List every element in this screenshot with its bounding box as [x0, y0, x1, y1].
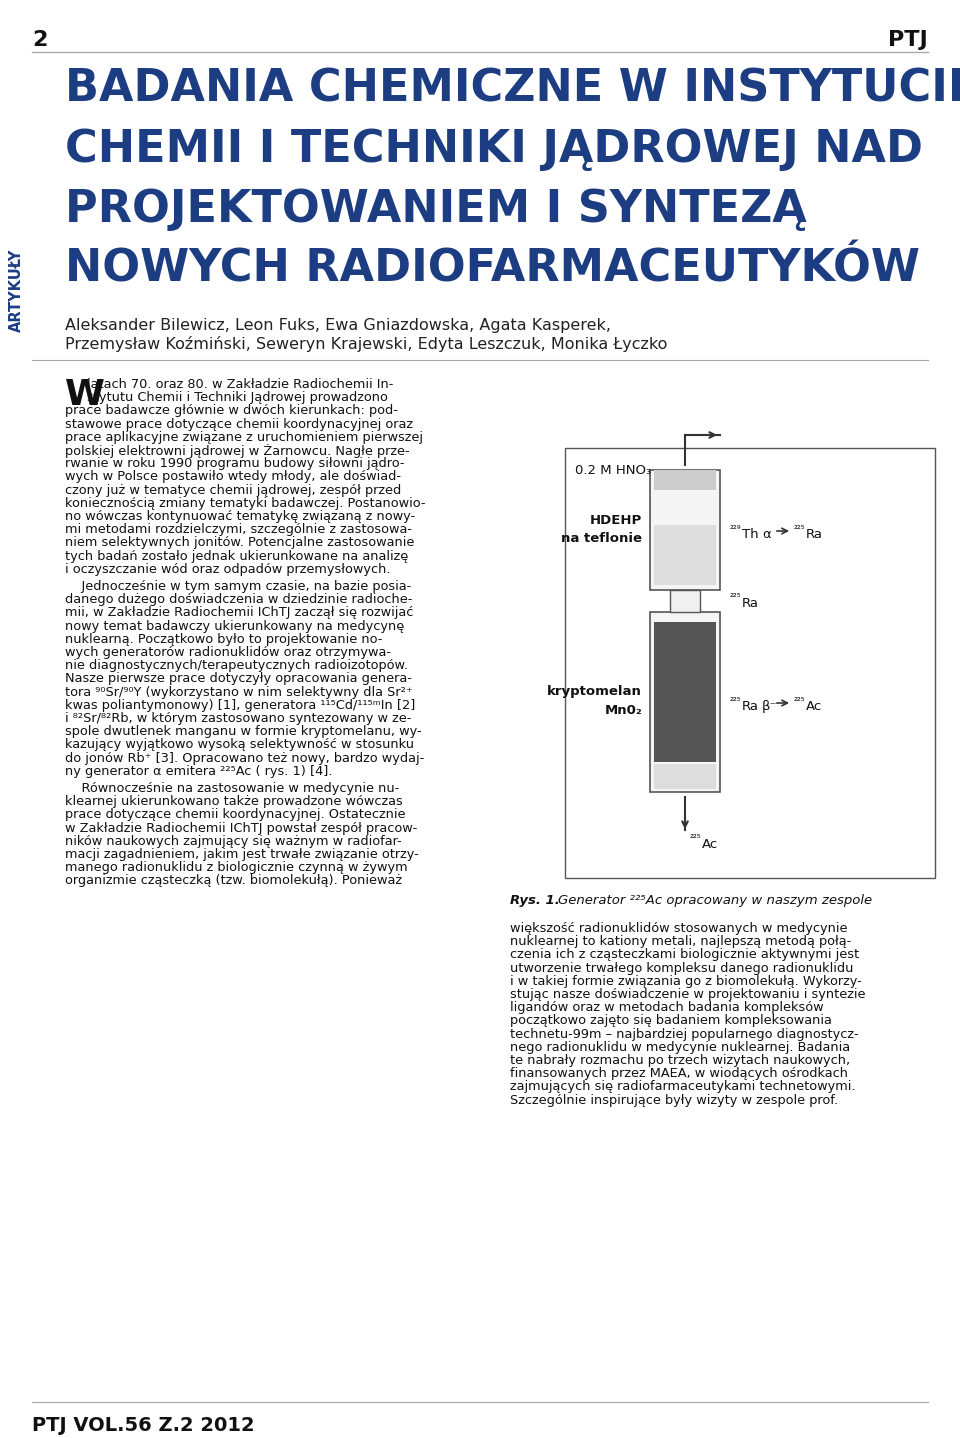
Text: ²²⁵: ²²⁵ — [690, 834, 702, 844]
Bar — [565, 449, 935, 879]
Text: nowy temat badawczy ukierunkowany na medycynę: nowy temat badawczy ukierunkowany na med… — [65, 620, 404, 633]
Text: no wówczas kontynuować tematykę związaną z nowy-: no wówczas kontynuować tematykę związaną… — [65, 510, 415, 523]
Text: stytutu Chemii i Techniki Jądrowej prowadzono: stytutu Chemii i Techniki Jądrowej prowa… — [87, 391, 388, 404]
Text: Nasze pierwsze prace dotyczyły opracowania genera-: Nasze pierwsze prace dotyczyły opracowan… — [65, 673, 412, 686]
Text: i w takiej formie związania go z biomolekułą. Wykorzy-: i w takiej formie związania go z biomole… — [510, 975, 862, 988]
Text: manego radionuklidu z biologicznie czynną w żywym: manego radionuklidu z biologicznie czynn… — [65, 861, 408, 874]
Text: PTJ: PTJ — [888, 30, 928, 50]
Text: technetu-99m – najbardziej popularnego diagnostycz-: technetu-99m – najbardziej popularnego d… — [510, 1028, 858, 1041]
Text: 2: 2 — [32, 30, 47, 50]
Text: spole dwutlenek manganu w formie kryptomelanu, wy-: spole dwutlenek manganu w formie kryptom… — [65, 725, 421, 738]
Text: ²²⁵: ²²⁵ — [794, 697, 805, 707]
Bar — [654, 525, 716, 585]
Bar — [650, 470, 720, 590]
Text: kwas poliantymonowy) [1], generatora ¹¹⁵Cd/¹¹⁵ᵐIn [2]: kwas poliantymonowy) [1], generatora ¹¹⁵… — [65, 699, 416, 712]
Text: latach 70. oraz 80. w Zakładzie Radiochemii In-: latach 70. oraz 80. w Zakładzie Radioche… — [87, 378, 394, 391]
Text: wych w Polsce postawiło wtedy młody, ale doświad-: wych w Polsce postawiło wtedy młody, ale… — [65, 470, 401, 483]
Text: W: W — [65, 378, 105, 413]
Text: koniecznością zmiany tematyki badawczej. Postanowio-: koniecznością zmiany tematyki badawczej.… — [65, 496, 425, 510]
Text: ny generator α emitera ²²⁵Ac ( rys. 1) [4].: ny generator α emitera ²²⁵Ac ( rys. 1) [… — [65, 765, 332, 778]
Bar — [654, 623, 716, 762]
Text: organizmie cząsteczką (tzw. biomolekułą). Ponieważ: organizmie cząsteczką (tzw. biomolekułą)… — [65, 874, 402, 887]
Text: Przemysław Koźmiński, Seweryn Krajewski, Edyta Leszczuk, Monika Łyczko: Przemysław Koźmiński, Seweryn Krajewski,… — [65, 336, 667, 352]
Text: rwanie w roku 1990 programu budowy siłowni jądro-: rwanie w roku 1990 programu budowy siłow… — [65, 457, 404, 470]
Text: tych badań zostało jednak ukierunkowane na analizę: tych badań zostało jednak ukierunkowane … — [65, 549, 408, 562]
Text: prace badawcze głównie w dwóch kierunkach: pod-: prace badawcze głównie w dwóch kierunkac… — [65, 404, 397, 417]
Text: CHEMII I TECHNIKI JĄDROWEJ NAD: CHEMII I TECHNIKI JĄDROWEJ NAD — [65, 128, 923, 171]
Text: większość radionuklidów stosowanych w medycynie: większość radionuklidów stosowanych w me… — [510, 922, 848, 935]
Text: ARTYKUŁY: ARTYKUŁY — [9, 249, 23, 332]
Text: Ac: Ac — [806, 700, 823, 713]
Text: Aleksander Bilewicz, Leon Fuks, Ewa Gniazdowska, Agata Kasperek,: Aleksander Bilewicz, Leon Fuks, Ewa Gnia… — [65, 318, 611, 334]
Text: danego dużego doświadczenia w dziedzinie radioche-: danego dużego doświadczenia w dziedzinie… — [65, 592, 413, 607]
Text: finansowanych przez MAEA, w wiodących ośrodkach: finansowanych przez MAEA, w wiodących oś… — [510, 1067, 848, 1080]
Text: PROJEKTOWANIEM I SYNTEZĄ: PROJEKTOWANIEM I SYNTEZĄ — [65, 188, 806, 232]
Text: w Zakładzie Radiochemii IChTJ powstał zespół pracow-: w Zakładzie Radiochemii IChTJ powstał ze… — [65, 821, 418, 834]
Text: α: α — [762, 528, 771, 541]
Text: Mn0₂: Mn0₂ — [604, 703, 642, 716]
Text: czony już w tematyce chemii jądrowej, zespół przed: czony już w tematyce chemii jądrowej, ze… — [65, 483, 401, 496]
Bar — [670, 590, 700, 613]
Text: polskiej elektrowni jądrowej w Żarnowcu. Nagłe prze-: polskiej elektrowni jądrowej w Żarnowcu.… — [65, 444, 410, 457]
Text: kazujący wyjątkowo wysoką selektywność w stosunku: kazujący wyjątkowo wysoką selektywność w… — [65, 738, 414, 752]
Text: β⁻: β⁻ — [762, 700, 778, 713]
Text: Ac: Ac — [702, 838, 718, 851]
Text: nie diagnostycznych/terapeutycznych radioizotopów.: nie diagnostycznych/terapeutycznych radi… — [65, 659, 408, 672]
Text: mii, w Zakładzie Radiochemii IChTJ zaczął się rozwijać: mii, w Zakładzie Radiochemii IChTJ zaczą… — [65, 607, 414, 620]
Text: ligandów oraz w metodach badania kompleksów: ligandów oraz w metodach badania komplek… — [510, 1001, 824, 1014]
Bar — [650, 613, 720, 792]
Text: utworzenie trwałego kompleksu danego radionuklidu: utworzenie trwałego kompleksu danego rad… — [510, 962, 853, 975]
Text: NOWYCH RADIOFARMACEUTYKÓW: NOWYCH RADIOFARMACEUTYKÓW — [65, 247, 920, 290]
Text: Ra: Ra — [806, 528, 823, 541]
Text: Ra: Ra — [742, 700, 759, 713]
Text: Th: Th — [742, 528, 758, 541]
Text: prace dotyczące chemii koordynacyjnej. Ostatecznie: prace dotyczące chemii koordynacyjnej. O… — [65, 808, 405, 821]
Text: niem selektywnych jonitów. Potencjalne zastosowanie: niem selektywnych jonitów. Potencjalne z… — [65, 536, 415, 549]
Text: HDEHP: HDEHP — [589, 513, 642, 526]
Text: nuklearnej to kationy metali, najlepszą metodą połą-: nuklearnej to kationy metali, najlepszą … — [510, 935, 852, 948]
Text: BADANIA CHEMICZNE W INSTYTUCIE: BADANIA CHEMICZNE W INSTYTUCIE — [65, 68, 960, 111]
Bar — [654, 764, 716, 789]
Text: klearnej ukierunkowano także prowadzone wówczas: klearnej ukierunkowano także prowadzone … — [65, 795, 403, 808]
Text: i oczyszczanie wód oraz odpadów przemysłowych.: i oczyszczanie wód oraz odpadów przemysł… — [65, 562, 391, 575]
Text: Generator ²²⁵Ac opracowany w naszym zespole: Generator ²²⁵Ac opracowany w naszym zesp… — [558, 894, 872, 907]
Bar — [654, 470, 716, 490]
Text: ²²⁵: ²²⁵ — [730, 592, 742, 603]
Text: na teflonie: na teflonie — [561, 532, 642, 545]
Text: kryptomelan: kryptomelan — [547, 686, 642, 699]
Text: macji zagadnieniem, jakim jest trwałe związanie otrzy-: macji zagadnieniem, jakim jest trwałe zw… — [65, 848, 419, 861]
Text: tora ⁹⁰Sr/⁹⁰Y (wykorzystano w nim selektywny dla Sr²⁺: tora ⁹⁰Sr/⁹⁰Y (wykorzystano w nim selekt… — [65, 686, 413, 699]
Text: Ra: Ra — [742, 597, 759, 610]
Text: te nabrały rozmachu po trzech wizytach naukowych,: te nabrały rozmachu po trzech wizytach n… — [510, 1054, 851, 1067]
Text: stując nasze doświadczenie w projektowaniu i syntezie: stując nasze doświadczenie w projektowan… — [510, 988, 866, 1001]
Text: czenia ich z cząsteczkami biologicznie aktywnymi jest: czenia ich z cząsteczkami biologicznie a… — [510, 949, 859, 962]
Text: Równocześnie na zastosowanie w medycynie nu-: Równocześnie na zastosowanie w medycynie… — [65, 782, 399, 795]
Text: zajmujących się radiofarmaceutykami technetowymi.: zajmujących się radiofarmaceutykami tech… — [510, 1080, 855, 1093]
Text: PTJ VOL.56 Z.2 2012: PTJ VOL.56 Z.2 2012 — [32, 1416, 254, 1435]
Text: do jonów Rb⁺ [3]. Opracowano też nowy, bardzo wydaj-: do jonów Rb⁺ [3]. Opracowano też nowy, b… — [65, 752, 424, 765]
Text: nego radionuklidu w medycynie nuklearnej. Badania: nego radionuklidu w medycynie nuklearnej… — [510, 1041, 851, 1054]
Text: mi metodami rozdzielczymi, szczególnie z zastosowa-: mi metodami rozdzielczymi, szczególnie z… — [65, 523, 412, 536]
Text: stawowe prace dotyczące chemii koordynacyjnej oraz: stawowe prace dotyczące chemii koordynac… — [65, 417, 413, 430]
Text: początkowo zajęto się badaniem kompleksowania: początkowo zajęto się badaniem komplekso… — [510, 1014, 832, 1027]
Text: prace aplikacyjne związane z uruchomieniem pierwszej: prace aplikacyjne związane z uruchomieni… — [65, 431, 423, 444]
Text: 0.2 M HNO₃: 0.2 M HNO₃ — [575, 464, 651, 477]
Text: ²²⁹: ²²⁹ — [730, 525, 742, 535]
Text: ²²⁵: ²²⁵ — [794, 525, 805, 535]
Text: wych generatorów radionuklidów oraz otrzymywa-: wych generatorów radionuklidów oraz otrz… — [65, 646, 391, 659]
Text: ników naukowych zajmujący się ważnym w radiofar-: ników naukowych zajmujący się ważnym w r… — [65, 834, 401, 848]
Text: Jednocześnie w tym samym czasie, na bazie posia-: Jednocześnie w tym samym czasie, na bazi… — [65, 580, 411, 592]
Text: i ⁸²Sr/⁸²Rb, w którym zastosowano syntezowany w ze-: i ⁸²Sr/⁸²Rb, w którym zastosowano syntez… — [65, 712, 412, 725]
Text: nuklearną. Początkowo było to projektowanie no-: nuklearną. Początkowo było to projektowa… — [65, 633, 382, 646]
Text: Szczególnie inspirujące były wizyty w zespole prof.: Szczególnie inspirujące były wizyty w ze… — [510, 1094, 838, 1107]
Text: ²²⁵: ²²⁵ — [730, 697, 742, 707]
Text: Rys. 1.: Rys. 1. — [510, 894, 560, 907]
